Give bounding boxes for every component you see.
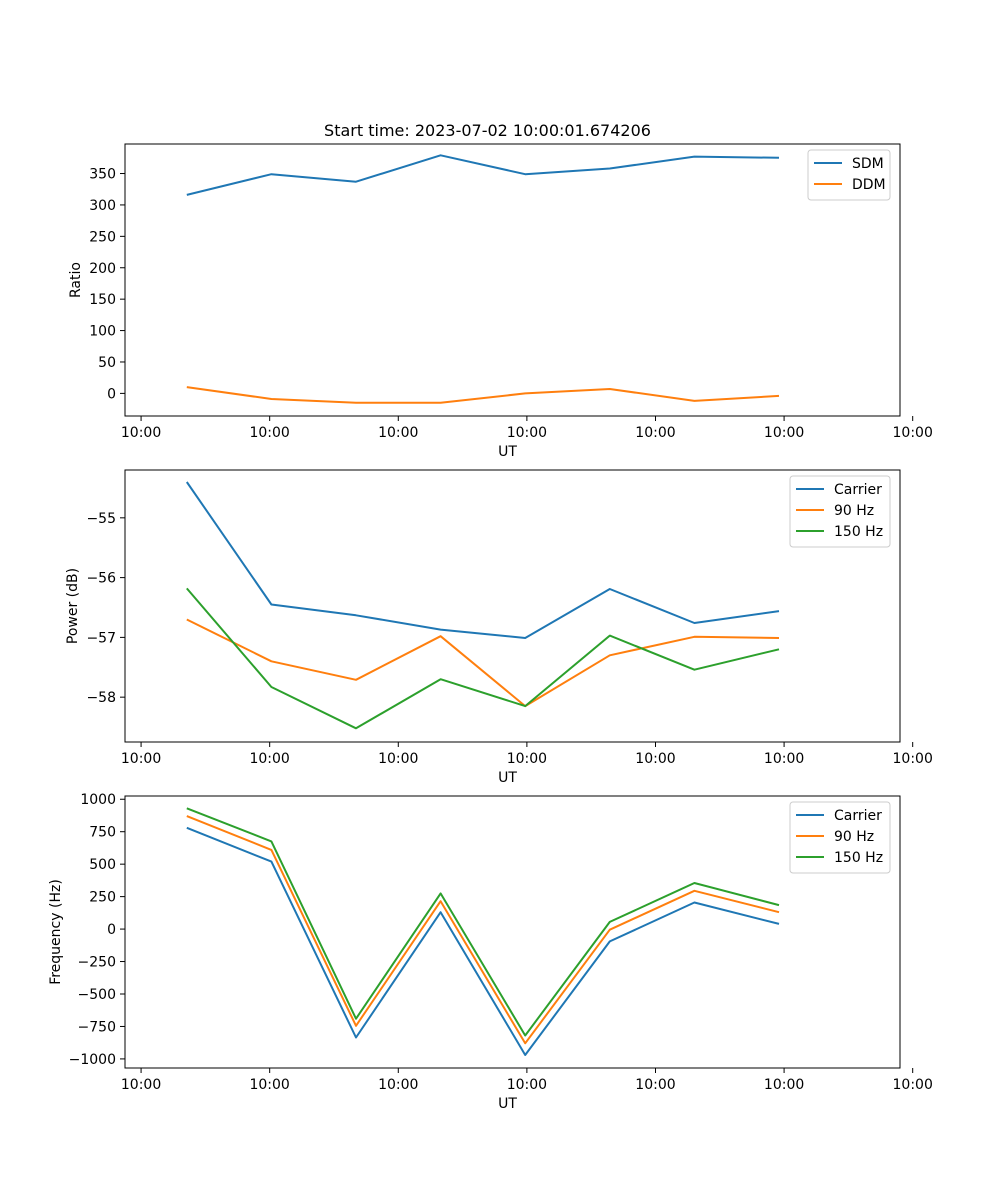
y-tick-label: 350	[89, 167, 116, 183]
x-tick-label: 10:00	[764, 1077, 804, 1093]
y-axis-label: Frequency (Hz)	[48, 879, 64, 985]
x-tick-label: 10:00	[893, 425, 933, 441]
x-tick-label: 10:00	[121, 751, 161, 767]
legend-label: Carrier	[834, 482, 882, 498]
legend-label: Carrier	[834, 808, 882, 824]
y-tick-label: 150	[89, 292, 116, 308]
x-tick-label: 10:00	[249, 425, 289, 441]
series-line-sdm	[186, 154, 780, 196]
legend-label: 150 Hz	[834, 850, 883, 866]
x-tick-label: 10:00	[893, 751, 933, 767]
series-line-carrier	[186, 826, 780, 1056]
x-tick-label: 10:00	[507, 425, 547, 441]
chart-panel-1: 10:00 10:00 10:00 10:00 10:00 10:00 10:00 0 50 10…	[68, 121, 933, 460]
y-tick-label: 250	[89, 890, 116, 906]
legend: Carrier 90 Hz 150 Hz	[789, 475, 891, 548]
x-tick-label: 10:00	[249, 1077, 289, 1093]
legend-box	[789, 475, 891, 548]
x-tick-label: 10:00	[249, 751, 289, 767]
x-tick-label: 10:00	[635, 425, 675, 441]
y-tick-label: 200	[89, 261, 116, 277]
x-tick-label: 10:00	[378, 751, 418, 767]
x-tick-label: 10:00	[378, 1077, 418, 1093]
legend: SDM DDM	[807, 149, 891, 201]
x-tick-label: 10:00	[893, 1077, 933, 1093]
y-axis-label: Ratio	[68, 262, 84, 298]
chart-panel-2: 10:00 10:00 10:00 10:00 10:00 10:00 10:00 −58 −5…	[65, 469, 933, 786]
y-tick-label: 0	[107, 386, 116, 402]
series-line-90-hz	[186, 618, 780, 708]
y-tick-label: 500	[89, 857, 116, 873]
x-axis-label: UT	[498, 444, 517, 460]
x-tick-label: 10:00	[635, 1077, 675, 1093]
y-tick-label: 750	[89, 825, 116, 841]
legend-label: SDM	[852, 156, 884, 172]
plot-frame	[124, 469, 901, 743]
y-tick-label: −57	[86, 630, 116, 646]
x-tick-label: 10:00	[507, 1077, 547, 1093]
y-tick-label: 1000	[80, 792, 116, 808]
chart-panels: 10:00 10:00 10:00 10:00 10:00 10:00 10:00 0 50 10…	[48, 121, 933, 1112]
x-tick-label: 10:00	[121, 425, 161, 441]
legend-label: 90 Hz	[834, 829, 874, 845]
x-tick-label: 10:00	[121, 1077, 161, 1093]
y-tick-label: −750	[78, 1019, 116, 1035]
legend-label: 90 Hz	[834, 503, 874, 519]
y-tick-label: −250	[78, 955, 116, 971]
x-axis-label: UT	[498, 1096, 517, 1112]
x-axis-label: UT	[498, 770, 517, 786]
y-tick-label: −55	[86, 511, 116, 527]
y-tick-label: −500	[78, 987, 116, 1003]
x-tick-label: 10:00	[507, 751, 547, 767]
y-tick-label: 100	[89, 324, 116, 340]
y-tick-label: 50	[98, 355, 116, 371]
plot-frame	[124, 795, 901, 1069]
chart-title: Start time: 2023-07-02 10:00:01.674206	[324, 121, 651, 140]
y-tick-label: 0	[107, 922, 116, 938]
y-tick-label: 250	[89, 229, 116, 245]
x-tick-label: 10:00	[635, 751, 675, 767]
legend-box	[789, 801, 891, 874]
x-tick-label: 10:00	[764, 425, 804, 441]
series-line-90-hz	[186, 815, 780, 1045]
series-line-150-hz	[186, 587, 780, 730]
y-tick-label: −56	[86, 571, 116, 587]
x-tick-label: 10:00	[378, 425, 418, 441]
legend: Carrier 90 Hz 150 Hz	[789, 801, 891, 874]
legend-label: 150 Hz	[834, 524, 883, 540]
series-line-150-hz	[186, 807, 780, 1037]
series-line-carrier	[185, 481, 780, 639]
x-tick-label: 10:00	[764, 751, 804, 767]
y-tick-label: −1000	[69, 1052, 116, 1068]
legend-label: DDM	[852, 177, 886, 193]
y-axis-label: Power (dB)	[65, 568, 81, 644]
y-tick-label: 300	[89, 198, 116, 214]
plot-frame	[124, 143, 901, 417]
series-line-ddm	[186, 386, 780, 404]
chart-panel-3: 10:00 10:00 10:00 10:00 10:00 10:00 10:00 −1000…	[48, 792, 933, 1112]
y-tick-label: −58	[86, 690, 116, 706]
